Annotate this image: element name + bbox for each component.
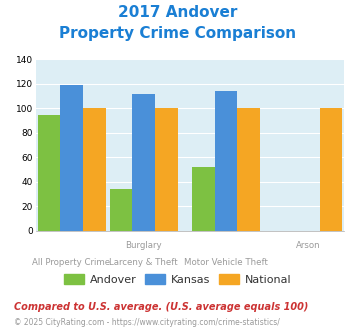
Bar xyxy=(83,109,105,231)
Bar xyxy=(60,85,83,231)
Text: Compared to U.S. average. (U.S. average equals 100): Compared to U.S. average. (U.S. average … xyxy=(14,302,308,312)
Bar xyxy=(237,109,260,231)
Text: © 2025 CityRating.com - https://www.cityrating.com/crime-statistics/: © 2025 CityRating.com - https://www.city… xyxy=(14,318,280,327)
Text: 2017 Andover: 2017 Andover xyxy=(118,5,237,20)
Text: Larceny & Theft: Larceny & Theft xyxy=(109,258,178,267)
Text: All Property Crime: All Property Crime xyxy=(32,258,111,267)
Bar xyxy=(38,115,60,231)
Legend: Andover, Kansas, National: Andover, Kansas, National xyxy=(59,270,296,289)
Text: Property Crime Comparison: Property Crime Comparison xyxy=(59,26,296,41)
Bar xyxy=(155,109,178,231)
Text: Motor Vehicle Theft: Motor Vehicle Theft xyxy=(184,258,268,267)
Text: Burglary: Burglary xyxy=(125,241,162,250)
Text: Arson: Arson xyxy=(296,241,321,250)
Bar xyxy=(215,91,237,231)
Bar xyxy=(320,109,342,231)
Bar xyxy=(110,189,132,231)
Bar xyxy=(132,94,155,231)
Bar xyxy=(192,167,215,231)
